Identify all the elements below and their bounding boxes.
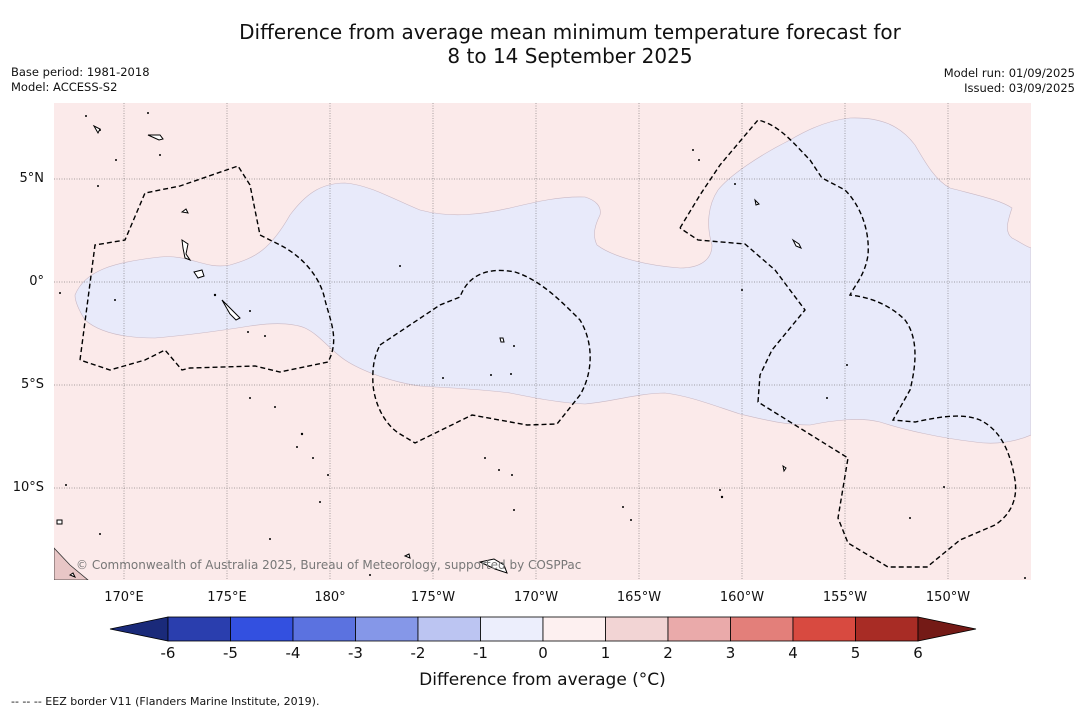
meta-right: Model run: 01/09/2025 Issued: 03/09/2025: [944, 66, 1075, 95]
chart-title: Difference from average mean minimum tem…: [0, 20, 1085, 68]
colorbar-segment: [730, 616, 794, 642]
islands: [56, 124, 803, 578]
copyright-notice: © Commonwealth of Australia 2025, Bureau…: [76, 558, 582, 572]
colorbar-tick-label: -4: [285, 644, 301, 662]
colorbar-segment: [542, 616, 606, 642]
colorbar-extend-high: [917, 616, 977, 642]
lon-label-170w: 170°W: [513, 590, 559, 605]
colorbar-tick-label: 6: [913, 644, 923, 662]
colorbar-segment: [855, 616, 919, 642]
lon-label-165w: 165°W: [616, 590, 662, 605]
title-line-2: 8 to 14 September 2025: [447, 44, 693, 68]
lon-label-150w: 150°W: [925, 590, 971, 605]
colorbar-segment: [792, 616, 856, 642]
issued-text: Issued: 03/09/2025: [964, 80, 1075, 95]
colorbar-segment: [667, 616, 731, 642]
colorbar-segment: [292, 616, 356, 642]
lon-label-170e: 170°E: [104, 590, 144, 605]
eez-legend-note: -- -- -- EEZ border V11 (Flanders Marine…: [11, 695, 320, 708]
lon-label-175e: 175°E: [207, 590, 247, 605]
colorbar-tick-label: -1: [473, 644, 488, 662]
island-dots: [59, 112, 1026, 579]
lat-label-0: 0°: [29, 274, 44, 289]
lat-label-10s: 10°S: [12, 480, 44, 495]
title-line-1: Difference from average mean minimum tem…: [239, 20, 901, 44]
model-run-text: Model run: 01/09/2025: [943, 66, 1075, 80]
colorbar-segment: [355, 616, 419, 642]
cool-anomaly-region: [74, 117, 1031, 444]
map-gridlines: [54, 103, 1031, 580]
colorbar-tick-label: -2: [410, 644, 426, 662]
colorbar-tick-label: 5: [850, 644, 861, 662]
colorbar-tick-label: 4: [788, 644, 798, 662]
base-period-text: Base period: 1981-2018: [11, 65, 150, 79]
lon-label-155w: 155°W: [822, 590, 868, 605]
colorbar-tick-label: 3: [725, 644, 736, 662]
colorbar-segment: [480, 616, 544, 642]
colorbar-tick-label: 2: [663, 644, 673, 662]
lon-label-175w: 175°W: [410, 590, 456, 605]
colorbar-tick-label: -5: [223, 644, 238, 662]
eez-borders: [79, 119, 1017, 568]
lat-label-5s: 5°S: [20, 377, 44, 392]
land-corner: [54, 547, 89, 580]
lat-label-5n: 5°N: [19, 171, 45, 186]
colorbar-label: Difference from average (°C): [419, 670, 666, 690]
model-text: Model: ACCESS-S2: [11, 79, 118, 94]
colorbar-segment: [605, 616, 669, 642]
lon-label-180: 180°: [314, 590, 346, 605]
colorbar-tick-label: -3: [348, 644, 363, 662]
colorbar-segment: [167, 616, 231, 642]
colorbar-segment: [417, 616, 481, 642]
colorbar-segment: [230, 616, 294, 642]
colorbar-tick-label: 0: [538, 644, 548, 662]
colorbar-tick-label: -6: [160, 644, 176, 662]
colorbar-tick-label: 1: [600, 644, 611, 662]
lon-label-160w: 160°W: [719, 590, 765, 605]
meta-left: Base period: 1981-2018 Model: ACCESS-S2: [11, 65, 150, 94]
colorbar-extend-low: [109, 616, 169, 642]
